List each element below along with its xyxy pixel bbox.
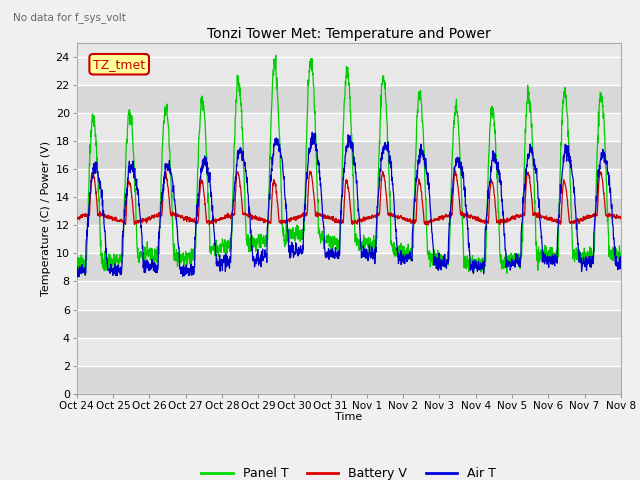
Bar [77, 85, 621, 113]
Bar [77, 310, 621, 337]
Bar [77, 366, 621, 394]
Bar [77, 57, 621, 85]
Text: No data for f_sys_volt: No data for f_sys_volt [13, 12, 125, 23]
Bar [77, 281, 621, 310]
X-axis label: Time: Time [335, 412, 362, 422]
Text: TZ_tmet: TZ_tmet [93, 58, 145, 71]
Bar [77, 253, 621, 281]
Bar [77, 337, 621, 366]
Bar [77, 141, 621, 169]
Bar [77, 169, 621, 197]
Title: Tonzi Tower Met: Temperature and Power: Tonzi Tower Met: Temperature and Power [207, 27, 491, 41]
Legend: Panel T, Battery V, Air T: Panel T, Battery V, Air T [196, 462, 501, 480]
Bar [77, 113, 621, 141]
Y-axis label: Temperature (C) / Power (V): Temperature (C) / Power (V) [42, 141, 51, 296]
Bar [77, 197, 621, 226]
Bar [77, 226, 621, 253]
